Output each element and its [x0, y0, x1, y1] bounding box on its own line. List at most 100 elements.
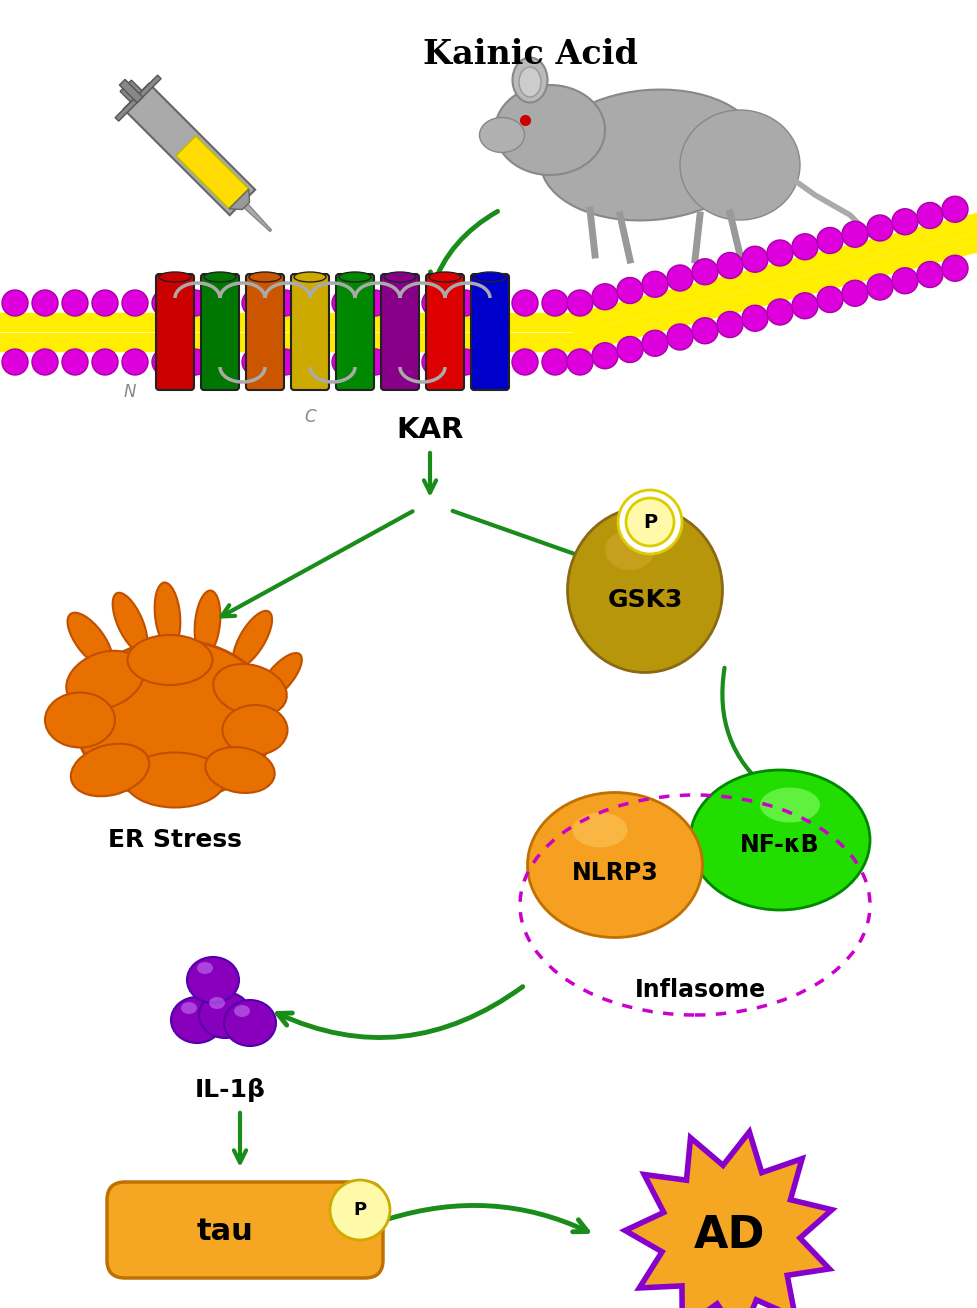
Polygon shape [176, 136, 248, 209]
Ellipse shape [223, 705, 287, 755]
Circle shape [151, 290, 178, 317]
Ellipse shape [70, 744, 149, 797]
Text: C: C [304, 408, 316, 426]
Ellipse shape [196, 961, 213, 974]
Ellipse shape [479, 118, 524, 153]
Circle shape [666, 324, 693, 351]
Circle shape [591, 284, 617, 310]
Ellipse shape [294, 272, 325, 283]
Circle shape [867, 273, 892, 300]
FancyBboxPatch shape [156, 273, 193, 390]
Ellipse shape [690, 770, 870, 910]
Circle shape [816, 286, 842, 313]
Circle shape [122, 349, 148, 375]
Circle shape [361, 290, 388, 317]
Ellipse shape [181, 1002, 196, 1014]
Circle shape [62, 349, 88, 375]
Polygon shape [123, 84, 255, 215]
Circle shape [692, 318, 717, 344]
Circle shape [92, 290, 118, 317]
Circle shape [421, 290, 447, 317]
Circle shape [617, 490, 681, 555]
Circle shape [329, 1180, 390, 1240]
Ellipse shape [759, 787, 819, 823]
Circle shape [891, 268, 917, 294]
Circle shape [241, 349, 268, 375]
Circle shape [791, 234, 817, 260]
Text: P: P [642, 513, 657, 531]
Circle shape [841, 221, 868, 247]
Circle shape [32, 290, 58, 317]
Circle shape [392, 349, 417, 375]
Circle shape [641, 271, 667, 297]
Ellipse shape [159, 272, 191, 283]
Text: Kainic Acid: Kainic Acid [422, 38, 637, 72]
Text: IL-1β: IL-1β [194, 1078, 265, 1103]
Ellipse shape [213, 664, 286, 715]
Circle shape [716, 252, 743, 279]
Circle shape [591, 343, 617, 369]
Circle shape [421, 349, 447, 375]
Circle shape [816, 228, 842, 254]
Circle shape [302, 349, 327, 375]
Circle shape [841, 280, 868, 306]
Ellipse shape [204, 272, 235, 283]
Circle shape [212, 349, 237, 375]
FancyBboxPatch shape [471, 273, 508, 390]
Circle shape [867, 215, 892, 241]
Circle shape [742, 246, 767, 272]
Circle shape [122, 290, 148, 317]
Circle shape [272, 290, 298, 317]
Ellipse shape [679, 110, 799, 220]
Circle shape [512, 349, 537, 375]
Ellipse shape [474, 272, 505, 283]
Circle shape [361, 349, 388, 375]
Polygon shape [624, 1131, 831, 1308]
Ellipse shape [67, 612, 112, 667]
Text: P: P [353, 1201, 366, 1219]
Text: ER Stress: ER Stress [107, 828, 241, 852]
Ellipse shape [171, 997, 223, 1042]
Circle shape [331, 290, 358, 317]
Circle shape [2, 290, 28, 317]
Ellipse shape [187, 957, 238, 1003]
Text: N: N [124, 383, 136, 402]
Ellipse shape [572, 812, 627, 848]
Ellipse shape [112, 593, 148, 653]
Circle shape [331, 349, 358, 375]
Ellipse shape [249, 272, 280, 283]
Ellipse shape [384, 272, 415, 283]
Circle shape [766, 300, 792, 324]
Ellipse shape [527, 793, 701, 938]
Ellipse shape [198, 991, 251, 1039]
Circle shape [941, 255, 967, 281]
Ellipse shape [205, 747, 275, 793]
FancyBboxPatch shape [201, 273, 238, 390]
Circle shape [616, 336, 642, 362]
Circle shape [567, 349, 592, 375]
Ellipse shape [125, 752, 225, 807]
Circle shape [666, 266, 693, 290]
FancyBboxPatch shape [246, 273, 283, 390]
Ellipse shape [429, 272, 460, 283]
Circle shape [272, 349, 298, 375]
Ellipse shape [605, 530, 655, 570]
Circle shape [791, 293, 817, 319]
Circle shape [212, 290, 237, 317]
Ellipse shape [258, 653, 302, 702]
Ellipse shape [127, 634, 212, 685]
Circle shape [616, 277, 642, 303]
Circle shape [182, 290, 208, 317]
Circle shape [62, 290, 88, 317]
Circle shape [92, 349, 118, 375]
Ellipse shape [45, 692, 115, 747]
FancyBboxPatch shape [336, 273, 373, 390]
Ellipse shape [224, 1001, 276, 1046]
FancyBboxPatch shape [381, 273, 418, 390]
Ellipse shape [194, 590, 220, 655]
Ellipse shape [339, 272, 370, 283]
Text: AD: AD [694, 1214, 765, 1257]
Text: NLRP3: NLRP3 [571, 861, 658, 886]
Text: GSK3: GSK3 [607, 589, 682, 612]
Circle shape [2, 349, 28, 375]
